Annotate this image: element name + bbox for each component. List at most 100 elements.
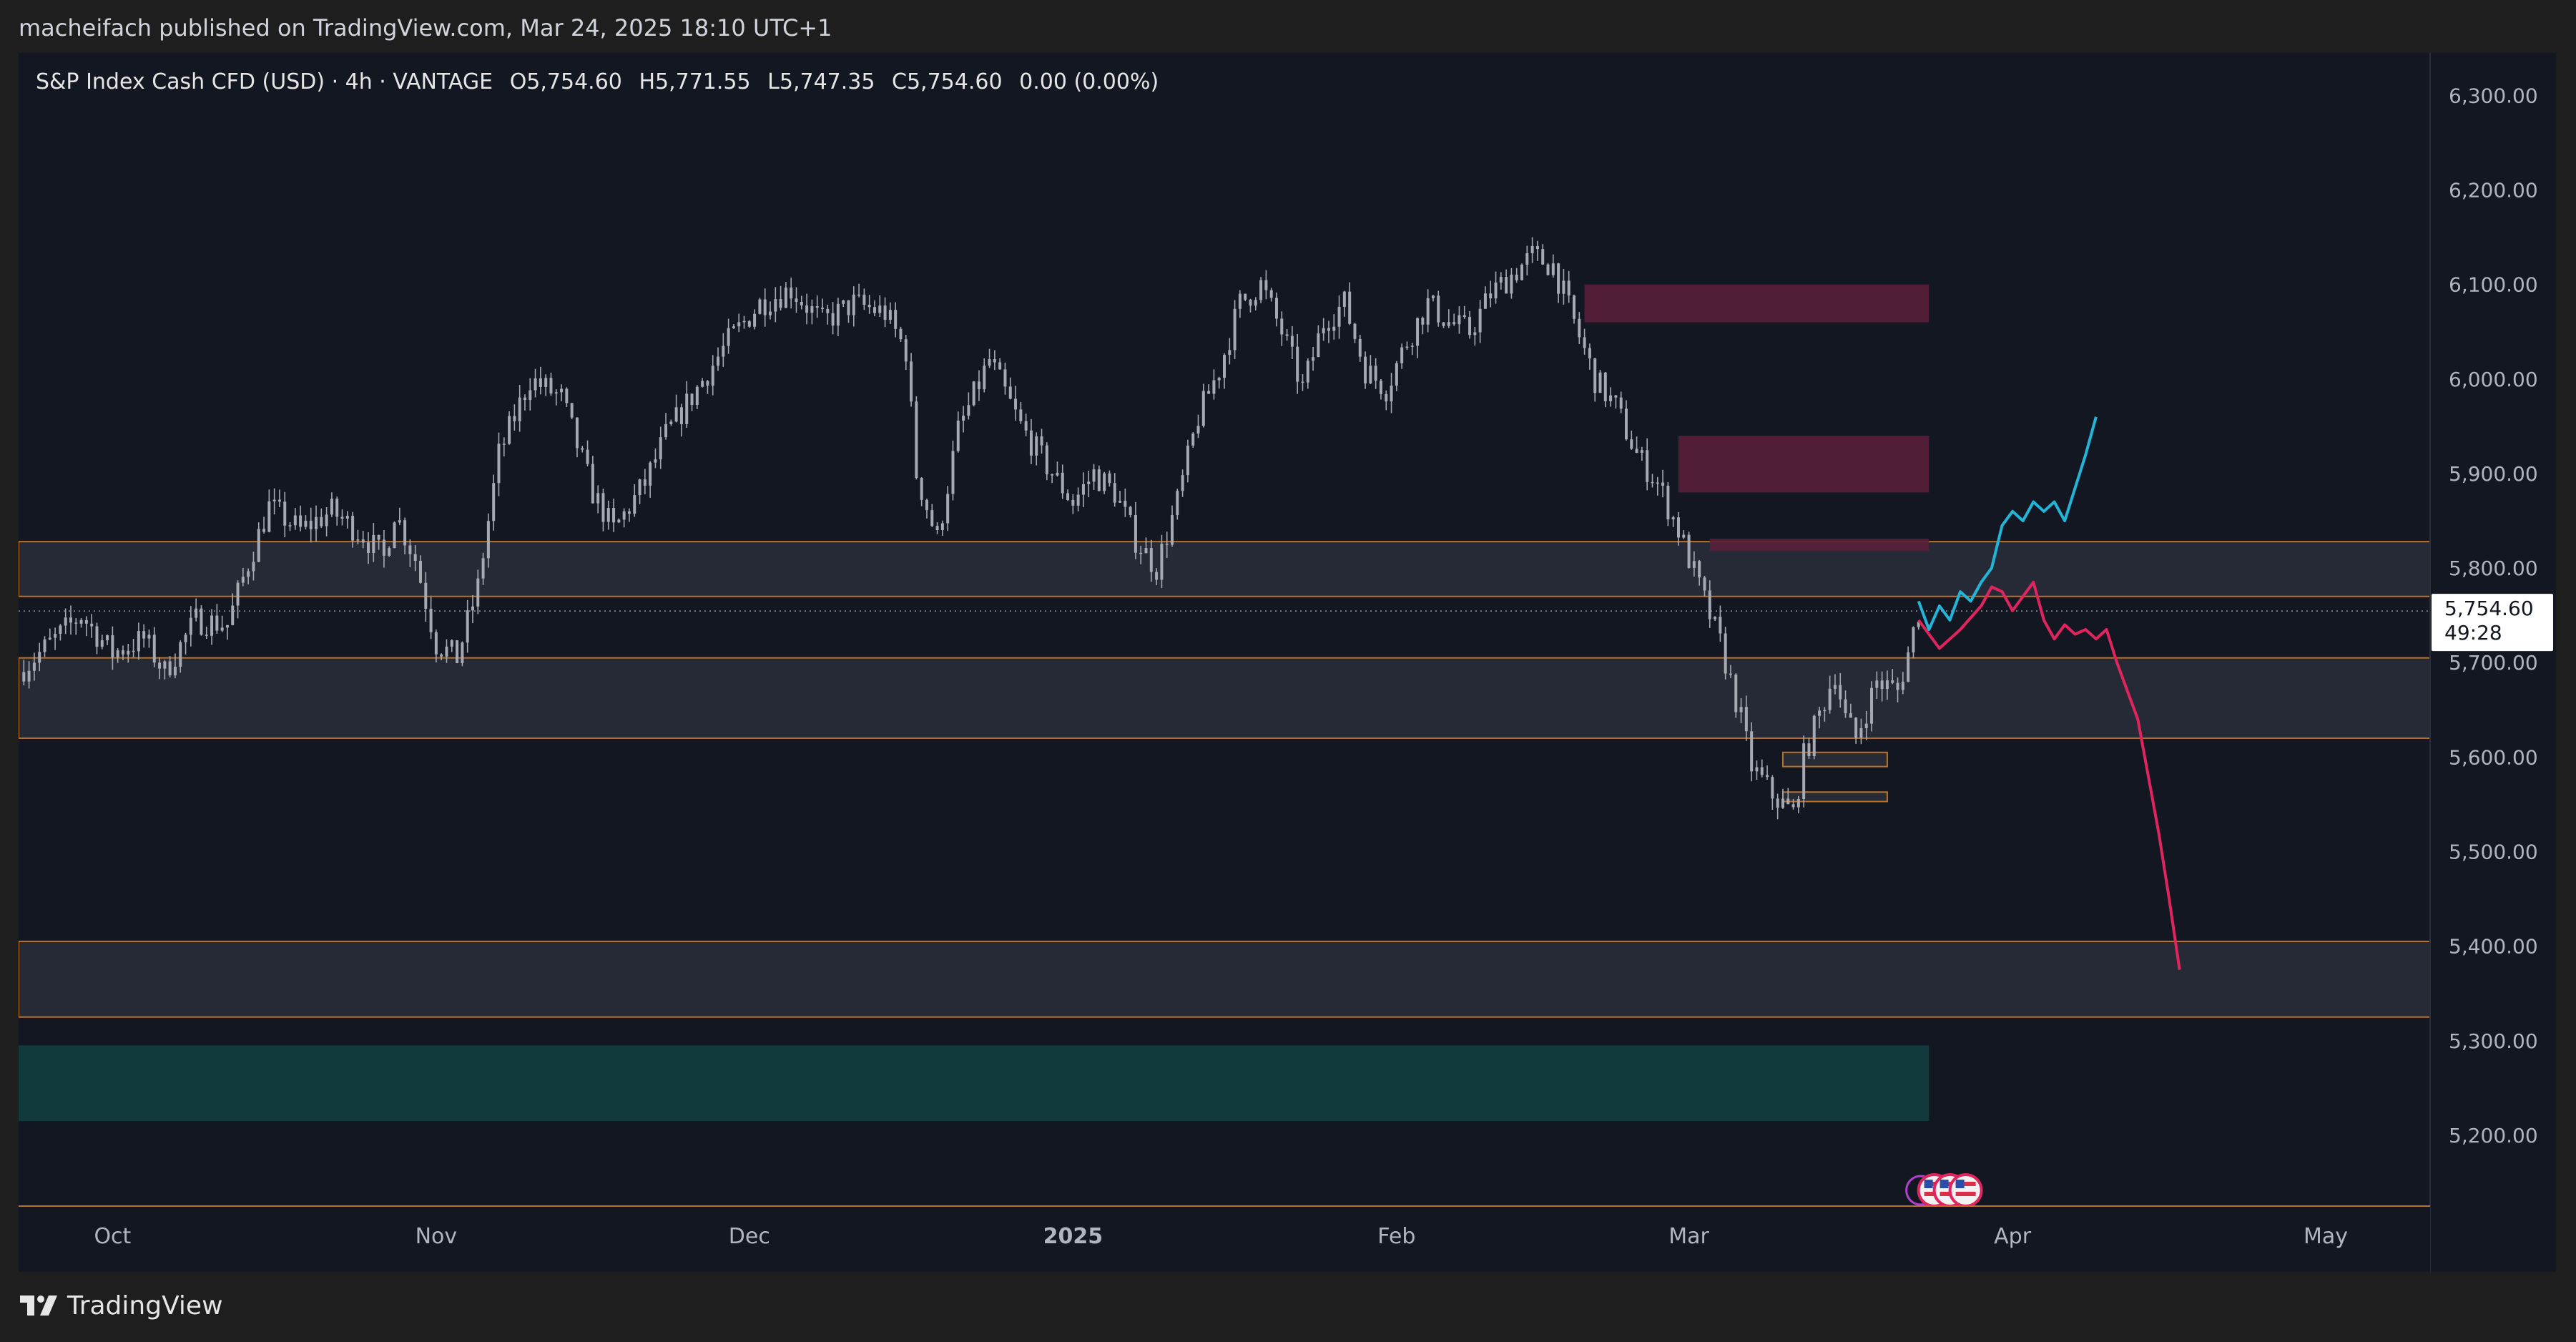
candle-body — [763, 299, 767, 315]
candle-body — [581, 448, 584, 450]
candle-body — [1535, 245, 1539, 250]
candle-body — [1505, 277, 1508, 294]
chart-area[interactable]: 6,300.00 6,200.00 6,100.00 6,000.00 5,900.00… — [19, 53, 2556, 1272]
candle-body — [1603, 372, 1607, 401]
candle-body — [872, 307, 876, 313]
candle-body — [554, 392, 558, 394]
chart-canvas[interactable]: 6,300.00 6,200.00 6,100.00 6,000.00 5,900.00… — [19, 53, 2556, 1272]
candle-body — [1833, 685, 1837, 689]
candle-body — [1024, 421, 1028, 431]
candle-body — [1374, 366, 1377, 381]
candle-body — [1400, 347, 1404, 363]
candle-body — [476, 578, 480, 607]
candle-body — [1510, 274, 1513, 294]
candle-body — [1176, 491, 1179, 516]
candle-body — [1891, 680, 1894, 683]
candle-body — [74, 622, 78, 624]
candle-body — [127, 650, 130, 655]
candle-body — [539, 378, 542, 387]
candle-body — [367, 542, 370, 553]
candle-body — [236, 582, 240, 606]
candle-body — [674, 407, 678, 422]
candle-body — [742, 320, 746, 323]
candle-body — [1912, 627, 1915, 652]
candle-body — [601, 493, 605, 522]
event-markers-group — [1905, 1173, 1983, 1208]
zone-supply-4 — [1584, 284, 1929, 323]
candle-body — [215, 615, 219, 631]
legend-change: 0.00 (0.00%) — [1019, 69, 1159, 94]
candle-body — [1917, 622, 1920, 627]
flag-canton — [1924, 1180, 1933, 1188]
candle-body — [356, 539, 360, 541]
candle-body — [951, 451, 955, 494]
candle-body — [408, 545, 412, 554]
candle-body — [977, 381, 980, 390]
candle-body — [1447, 322, 1450, 326]
candle-body — [1489, 293, 1493, 299]
candle-body — [1807, 743, 1811, 756]
candle-body — [1051, 474, 1054, 476]
candle-body — [340, 516, 344, 519]
candle-body — [1666, 486, 1670, 520]
candle-body — [701, 381, 704, 387]
candle-body — [1124, 500, 1127, 507]
time-axis: Oct Nov Dec 2025 Feb Mar Apr May — [19, 1205, 2430, 1272]
candle-body — [1191, 434, 1195, 446]
candle-body — [1223, 355, 1226, 378]
candle-body — [1103, 473, 1106, 491]
candle-body — [1671, 517, 1675, 520]
candle-body — [1369, 366, 1372, 383]
candle-body — [1567, 280, 1570, 296]
candle-body — [1870, 687, 1874, 724]
candle-body — [1791, 804, 1795, 808]
candle-body — [1437, 295, 1440, 323]
candle-body — [1244, 293, 1247, 300]
candle-body — [257, 529, 260, 562]
time-axis-bg — [19, 1206, 2430, 1272]
candle-body — [372, 534, 375, 553]
candle-body — [1719, 617, 1722, 634]
footer-brand[interactable]: TradingView — [67, 1290, 223, 1321]
candle-body — [1416, 318, 1420, 346]
candle-body — [1473, 332, 1477, 336]
candle-body — [48, 637, 51, 640]
candle-body — [1332, 326, 1336, 331]
candle-body — [1186, 445, 1189, 476]
candle-body — [904, 339, 908, 362]
candle-body — [1061, 472, 1064, 494]
candle-body — [1530, 245, 1534, 253]
candle-body — [1280, 318, 1284, 335]
candle-body — [847, 300, 850, 315]
candle-body — [335, 499, 339, 517]
price-tick-label: 6,300.00 — [2449, 84, 2538, 107]
candle-body — [1646, 450, 1649, 482]
candle-body — [560, 388, 564, 393]
candle-body — [1619, 397, 1623, 409]
candle-body — [377, 534, 380, 540]
candle-body — [1306, 361, 1309, 383]
candle-body — [737, 322, 741, 327]
zone-resistance-0 — [19, 541, 2431, 597]
tradingview-logo-icon[interactable] — [19, 1293, 59, 1318]
candle-body — [398, 520, 401, 523]
candle-body — [544, 378, 548, 387]
candle-body — [1113, 483, 1116, 503]
candle-body — [38, 652, 41, 663]
time-tick-label: May — [2304, 1224, 2348, 1249]
candle-body — [173, 666, 177, 676]
projection-bullish — [1917, 416, 2098, 631]
candle-body — [1327, 328, 1330, 331]
time-tick-label: 2025 — [1043, 1224, 1103, 1249]
candle-body — [27, 670, 31, 682]
legend-symbol[interactable]: S&P Index Cash CFD (USD) · 4h · VANTAGE — [36, 69, 493, 94]
candle-body — [549, 378, 553, 394]
flag-stripe — [1955, 1182, 1976, 1186]
candle-body — [1364, 356, 1367, 383]
candle-body — [654, 459, 657, 463]
candle-body — [288, 525, 292, 526]
candle-body — [456, 640, 459, 663]
candle-body — [1087, 481, 1091, 484]
candle-body — [471, 606, 474, 611]
candle-body — [565, 388, 569, 403]
